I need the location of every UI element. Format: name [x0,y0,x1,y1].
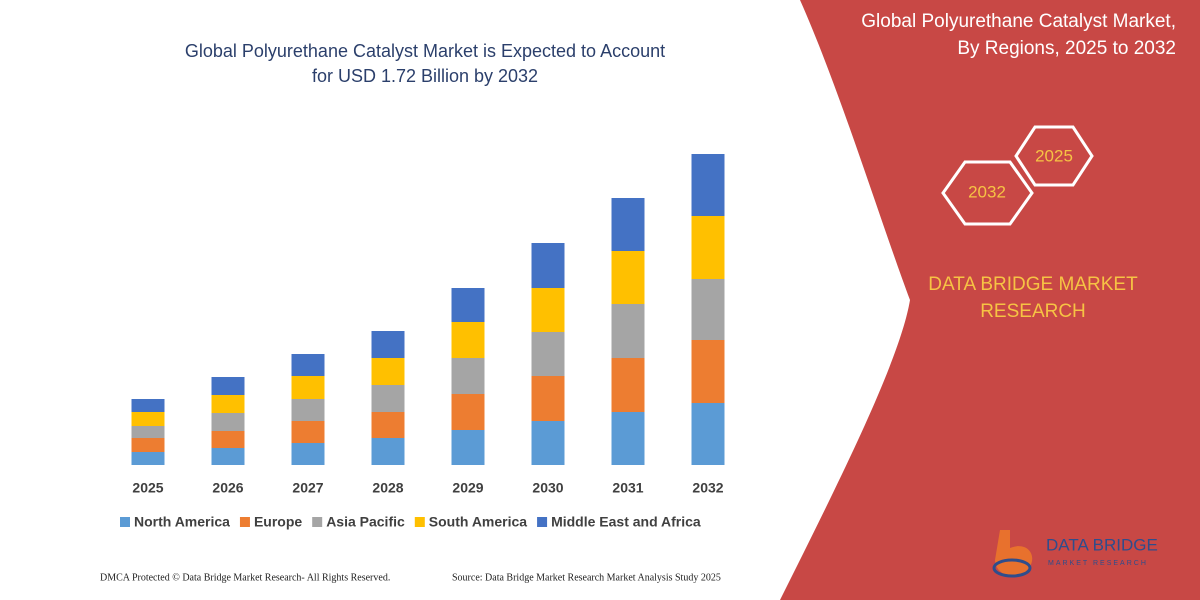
x-tick-label: 2026 [212,480,243,496]
bar-segment [211,448,245,465]
hex-year: 2025 [1035,146,1073,165]
x-tick-label: 2028 [372,480,403,496]
bar-segment [131,412,165,426]
bar-segment [131,438,165,452]
panel-title: By Regions, 2025 to 2032 [957,38,1176,59]
logo-icon [995,530,1033,577]
chart-title: for USD 1.72 Billion by 2032 [312,66,538,86]
bar-segment [611,412,645,465]
bar-segment [291,421,325,443]
bar-segment [611,251,645,304]
x-tick-label: 2029 [452,480,483,496]
logo-name: DATA BRIDGE [1046,535,1158,554]
chart-title: Global Polyurethane Catalyst Market is E… [185,41,665,61]
bar-segment [291,354,325,376]
bar-segment [451,288,485,322]
bar-segment [371,385,405,412]
bar-segment [531,376,565,421]
bar-segment [451,322,485,358]
hexagon [941,160,1034,226]
bar-segment [531,243,565,288]
bar-segment [371,438,405,465]
bar-segment [291,443,325,465]
bar-segment [691,403,725,465]
bar-segment [691,279,725,340]
side-panel [780,0,1200,600]
bar-segment [611,358,645,412]
x-tick-label: 2032 [692,480,723,496]
bar-segment [451,394,485,430]
legend-label: South America [429,514,527,530]
x-tick-label: 2027 [292,480,323,496]
bar-segment [291,399,325,421]
bar-segment [211,377,245,395]
hexagon [1014,125,1094,187]
legend-label: Europe [254,514,302,530]
x-tick-label: 2031 [612,480,643,496]
bar-segment [211,413,245,431]
bar-segment [531,421,565,465]
footer: DMCA Protected © Data Bridge Market Rese… [100,572,390,583]
x-tick-label: 2030 [532,480,563,496]
legend-swatch [537,517,548,527]
bar-segment [291,376,325,399]
hex-year: 2032 [968,182,1006,201]
legend-swatch [120,517,130,527]
legend-label: Middle East and Africa [551,514,701,530]
bar-segment [691,154,725,216]
bar-segment [211,431,245,448]
bar-segment [451,430,485,465]
bar-segment [131,452,165,465]
bar-segment [371,358,405,385]
bar-segment [131,399,165,412]
footer: Source: Data Bridge Market Research Mark… [452,572,721,583]
bar-segment [531,288,565,332]
logo-icon [992,558,1032,578]
bar-segment [691,216,725,279]
chart: 2025 2026 2027 2028 2029 2030 2031 2032 North Am… [120,154,725,530]
bar-segment [371,331,405,358]
legend-swatch [414,517,425,527]
panel-title: Global Polyurethane Catalyst Market, [861,11,1176,32]
bar-segment [131,426,165,438]
legend-label: North America [134,514,230,530]
brand: RESEARCH [980,301,1086,322]
bar-segment [691,340,725,403]
x-tick-label: 2025 [132,480,163,496]
bar-segment [611,304,645,358]
bar-segment [531,332,565,376]
bar-segment [211,395,245,413]
legend-swatch [312,517,323,527]
brand: DATA BRIDGE MARKET [928,274,1138,295]
bar-segment [451,358,485,394]
logo-tagline: MARKET RESEARCH [1048,560,1148,567]
legend-swatch [239,517,250,527]
bar-segment [611,198,645,251]
bar-segment [371,412,405,438]
legend-label: Asia Pacific [326,514,405,530]
